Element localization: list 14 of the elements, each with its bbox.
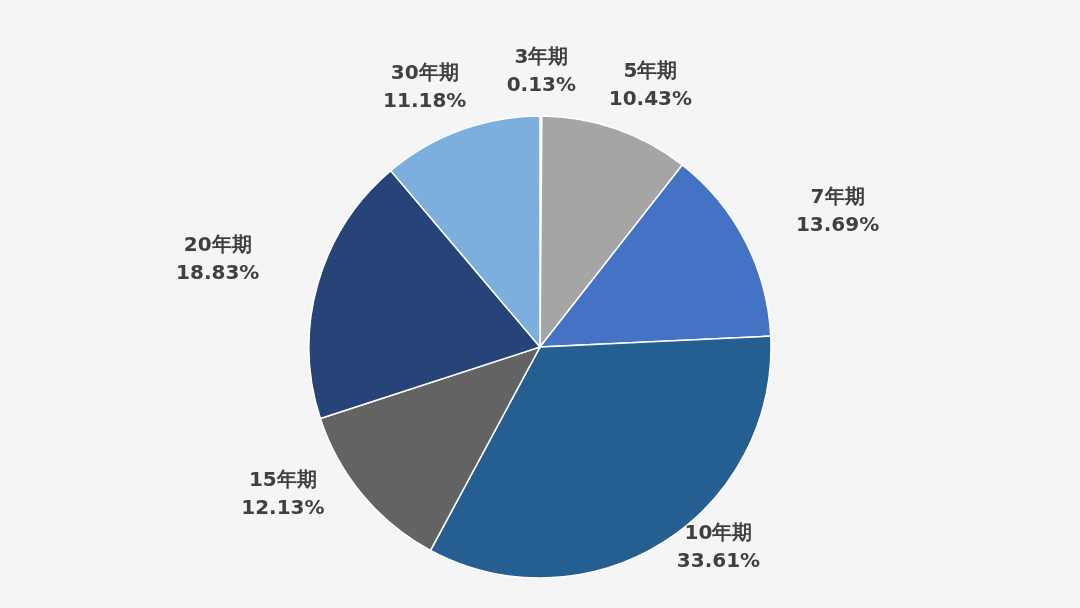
slice-label: 20年期 [183,231,252,256]
data-label: 18.83% [176,259,260,284]
data-label: 10.43% [608,86,693,111]
slice-label: 3年期 [514,44,569,68]
slice-label: 7年期 [810,183,865,208]
data-label: 0.13% [506,72,577,96]
data-label: 13.69% [795,211,880,236]
data-label: 11.18% [383,87,467,112]
slice-label: 15年期 [248,467,317,492]
data-label: 12.13% [241,495,325,520]
slice-label: 10年期 [684,520,753,545]
data-label: 33.61% [676,548,761,573]
slice-label: 5年期 [623,58,678,83]
slice-label: 30年期 [390,59,459,84]
